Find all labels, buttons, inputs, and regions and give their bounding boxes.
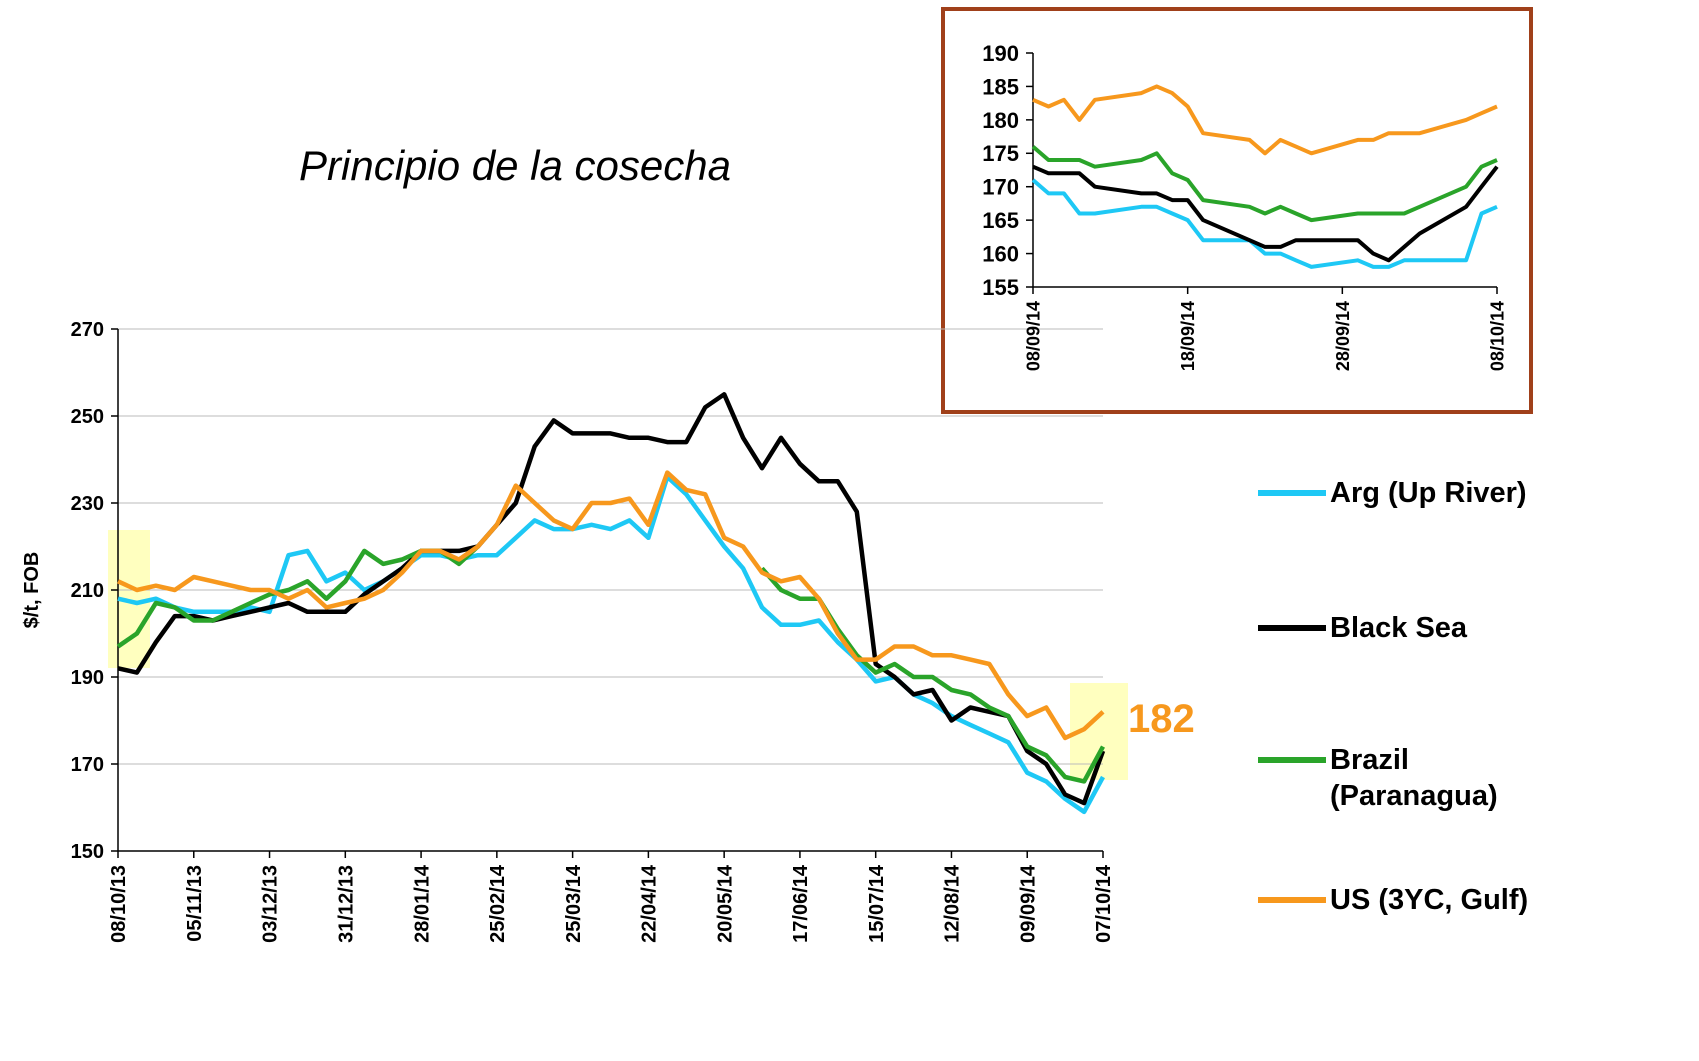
y-tick-label: 190	[982, 41, 1019, 66]
x-tick-label: 20/05/14	[714, 864, 736, 943]
series-line	[117, 470, 1105, 741]
series-line	[1031, 145, 1498, 223]
x-tick-label: 17/06/14	[790, 864, 812, 943]
y-tick-label: 170	[982, 175, 1019, 200]
x-tick-label: 08/09/14	[1023, 301, 1043, 371]
legend-item: Arg (Up River)	[1258, 475, 1565, 511]
x-tick-label: 15/07/14	[866, 864, 888, 943]
x-tick-label: 31/12/13	[336, 865, 358, 943]
y-tick-label: 175	[982, 141, 1019, 166]
legend-swatch	[1258, 757, 1326, 763]
x-tick-label: 12/08/14	[942, 864, 964, 943]
series-line	[117, 474, 1105, 815]
y-tick-label: 270	[71, 319, 104, 341]
y-tick-label: 180	[982, 108, 1019, 133]
series-line	[1032, 164, 1499, 263]
chart-title: Principio de la cosecha	[299, 142, 731, 189]
inset-frame	[941, 7, 1533, 414]
y-axis-label: $/t, FOB	[21, 552, 43, 629]
x-tick-label: 22/04/14	[639, 864, 661, 943]
x-tick-label: 18/09/14	[1178, 301, 1198, 371]
y-tick-label: 210	[71, 580, 104, 602]
x-tick-label: 25/02/14	[487, 864, 509, 943]
y-tick-label: 170	[71, 754, 104, 776]
legend-item: Brazil (Paranagua)	[1258, 742, 1565, 814]
legend-label: Black Sea	[1330, 612, 1468, 644]
x-tick-label: 08/10/14	[1487, 301, 1507, 371]
y-tick-label: 190	[71, 667, 104, 689]
annotation: 182	[1128, 697, 1195, 741]
legend-item: US (3YC, Gulf)	[1258, 882, 1565, 918]
legend-swatch	[1258, 625, 1326, 631]
legend-label: Arg (Up River)	[1330, 477, 1527, 509]
y-tick-label: 165	[982, 208, 1019, 233]
series-line	[1031, 178, 1498, 269]
y-tick-label: 160	[982, 241, 1019, 266]
x-tick-label: 25/03/14	[563, 864, 585, 943]
series-line	[1032, 84, 1498, 156]
y-tick-label: 185	[982, 74, 1019, 99]
x-tick-label: 03/12/13	[260, 865, 282, 943]
x-tick-label: 28/09/14	[1333, 301, 1353, 371]
legend-swatch	[1258, 490, 1326, 496]
legend-label: US (3YC, Gulf)	[1330, 884, 1529, 916]
series-line	[116, 544, 1105, 784]
legend-label: Brazil (Paranagua)	[1330, 744, 1498, 812]
legend-item: Black Sea	[1258, 610, 1565, 646]
x-tick-label: 05/11/13	[184, 865, 206, 942]
series-line	[117, 392, 1106, 806]
x-tick-label: 08/10/13	[108, 865, 130, 943]
x-tick-label: 07/10/14	[1093, 864, 1115, 943]
y-tick-label: 250	[71, 406, 104, 428]
y-tick-label: 230	[71, 493, 104, 515]
x-tick-label: 28/01/14	[411, 864, 433, 943]
y-tick-label: 150	[71, 841, 104, 863]
y-tick-label: 155	[982, 275, 1019, 300]
legend-swatch	[1258, 897, 1326, 903]
x-tick-label: 09/09/14	[1017, 864, 1039, 943]
